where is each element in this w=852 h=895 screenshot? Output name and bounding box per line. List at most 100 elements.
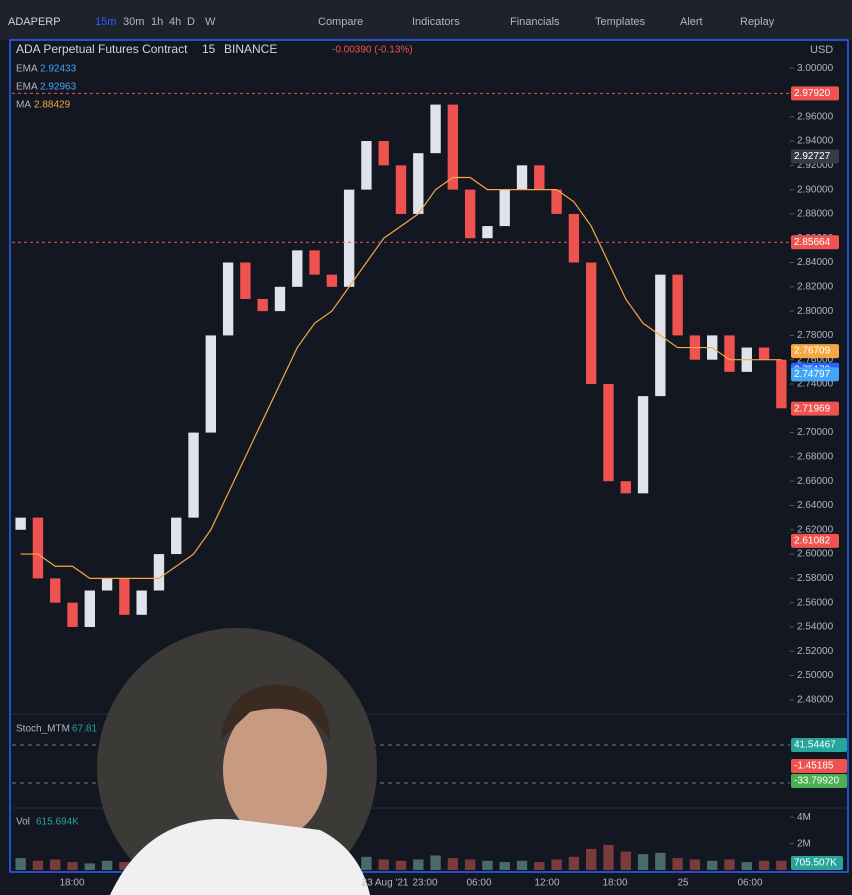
volume-bar xyxy=(620,851,631,870)
candle-body xyxy=(551,189,562,214)
interval-button[interactable]: 1h xyxy=(151,16,163,28)
candle-body xyxy=(309,250,320,275)
candle-body xyxy=(413,153,424,214)
volume-bar xyxy=(119,862,130,870)
stoch-value: 67.81 xyxy=(72,724,97,735)
candle-body xyxy=(758,347,770,360)
webcam xyxy=(97,628,377,895)
shirt xyxy=(110,818,370,895)
price-label: 2.90000 xyxy=(797,184,834,195)
toolbar-button[interactable]: Replay xyxy=(740,16,775,28)
volume-bar xyxy=(32,860,44,870)
volume-bar xyxy=(585,848,597,870)
candle-body xyxy=(171,517,182,555)
stoch-badge xyxy=(791,738,847,752)
legend-change: -0.00390 (-0.13%) xyxy=(332,45,413,56)
candle-body xyxy=(67,602,78,627)
volume-bar xyxy=(361,856,372,870)
volume-bar xyxy=(724,859,735,870)
study-value: 2.88429 xyxy=(34,100,71,111)
candle-body xyxy=(672,274,683,336)
candle-body xyxy=(84,590,95,627)
interval-button[interactable]: D xyxy=(187,16,195,28)
study-name: MA xyxy=(16,100,31,111)
price-badge-label: 2.97920 xyxy=(794,88,831,99)
price-label: 2.68000 xyxy=(797,452,834,463)
price-badge-label: 2.71969 xyxy=(794,403,831,414)
candle-body xyxy=(724,335,735,372)
volume-bar xyxy=(50,859,61,870)
volume-badge xyxy=(791,856,843,870)
chart-frame xyxy=(9,39,849,873)
candle-body xyxy=(153,554,165,591)
price-label: 2.80000 xyxy=(797,306,834,317)
volume-bar xyxy=(689,859,701,870)
price-badge xyxy=(791,149,839,164)
toolbar-button[interactable]: Compare xyxy=(318,16,363,28)
interval-button[interactable]: 15m xyxy=(95,16,116,28)
candle-body xyxy=(188,432,199,518)
candle-body xyxy=(222,262,234,336)
candle-body xyxy=(50,578,61,603)
currency[interactable]: USD xyxy=(810,44,833,56)
price-label: 2.88000 xyxy=(797,209,834,220)
price-label: 2.82000 xyxy=(797,281,834,292)
volume-bar xyxy=(551,859,562,870)
price-label: 2.52000 xyxy=(797,646,834,657)
price-label: 2.92000 xyxy=(797,160,834,171)
time-label: 18:00 xyxy=(602,878,627,889)
candle-body xyxy=(32,517,44,579)
candle-body xyxy=(430,104,441,154)
price-badge-label: 2.92727 xyxy=(794,151,831,162)
price-label: 2.56000 xyxy=(797,597,834,608)
legend-exchange: BINANCE xyxy=(224,42,277,56)
volume-bar xyxy=(758,860,770,870)
candle-body xyxy=(101,578,113,591)
candle-body xyxy=(361,141,372,190)
volume-value: 615.694K xyxy=(36,817,79,828)
toolbar-button[interactable]: Templates xyxy=(595,16,646,28)
candle-body xyxy=(568,213,580,263)
candle-body xyxy=(257,298,268,312)
volume-tick-label: 4M xyxy=(797,812,811,823)
stoch-badge-label: 41.54467 xyxy=(794,740,836,751)
legend-interval: 15 xyxy=(202,42,216,56)
price-badge xyxy=(791,86,839,101)
time-label: 25 xyxy=(677,878,689,889)
toolbar-button[interactable]: Alert xyxy=(680,16,703,28)
price-label: 2.94000 xyxy=(797,136,834,147)
candle-body xyxy=(585,262,597,384)
time-label: 23 Aug '21 xyxy=(362,878,409,889)
volume-badge-label: 705.507K xyxy=(794,858,837,869)
price-label: 2.96000 xyxy=(797,111,834,122)
candle-body xyxy=(637,396,649,494)
candle-body xyxy=(603,384,614,482)
price-label: 3.00000 xyxy=(797,63,834,74)
volume-bar xyxy=(568,856,580,870)
interval-button[interactable]: W xyxy=(205,16,216,28)
time-label: 06:00 xyxy=(737,878,762,889)
price-badge xyxy=(791,367,839,382)
volume-tick-label: 2M xyxy=(797,838,811,849)
candle-body xyxy=(499,189,510,227)
candle-body xyxy=(378,141,389,166)
ma-line xyxy=(20,176,782,579)
candle-body xyxy=(136,590,147,615)
symbol[interactable]: ADAPERP xyxy=(8,16,61,28)
toolbar-button[interactable]: Financials xyxy=(510,16,560,28)
toolbar-button[interactable]: Indicators xyxy=(412,16,460,28)
price-label: 2.60000 xyxy=(797,549,834,560)
price-badge-label: 2.85664 xyxy=(794,237,831,248)
candle-body xyxy=(447,104,459,190)
interval-button[interactable]: 30m xyxy=(123,16,144,28)
candle-body xyxy=(15,517,26,530)
interval-button[interactable]: 4h xyxy=(169,16,181,28)
study-name: EMA xyxy=(16,82,38,93)
price-label: 2.54000 xyxy=(797,622,834,633)
candle-body xyxy=(776,359,787,409)
time-label: 12:00 xyxy=(534,878,559,889)
price-label: 2.74000 xyxy=(797,379,834,390)
volume-bar xyxy=(516,860,528,870)
